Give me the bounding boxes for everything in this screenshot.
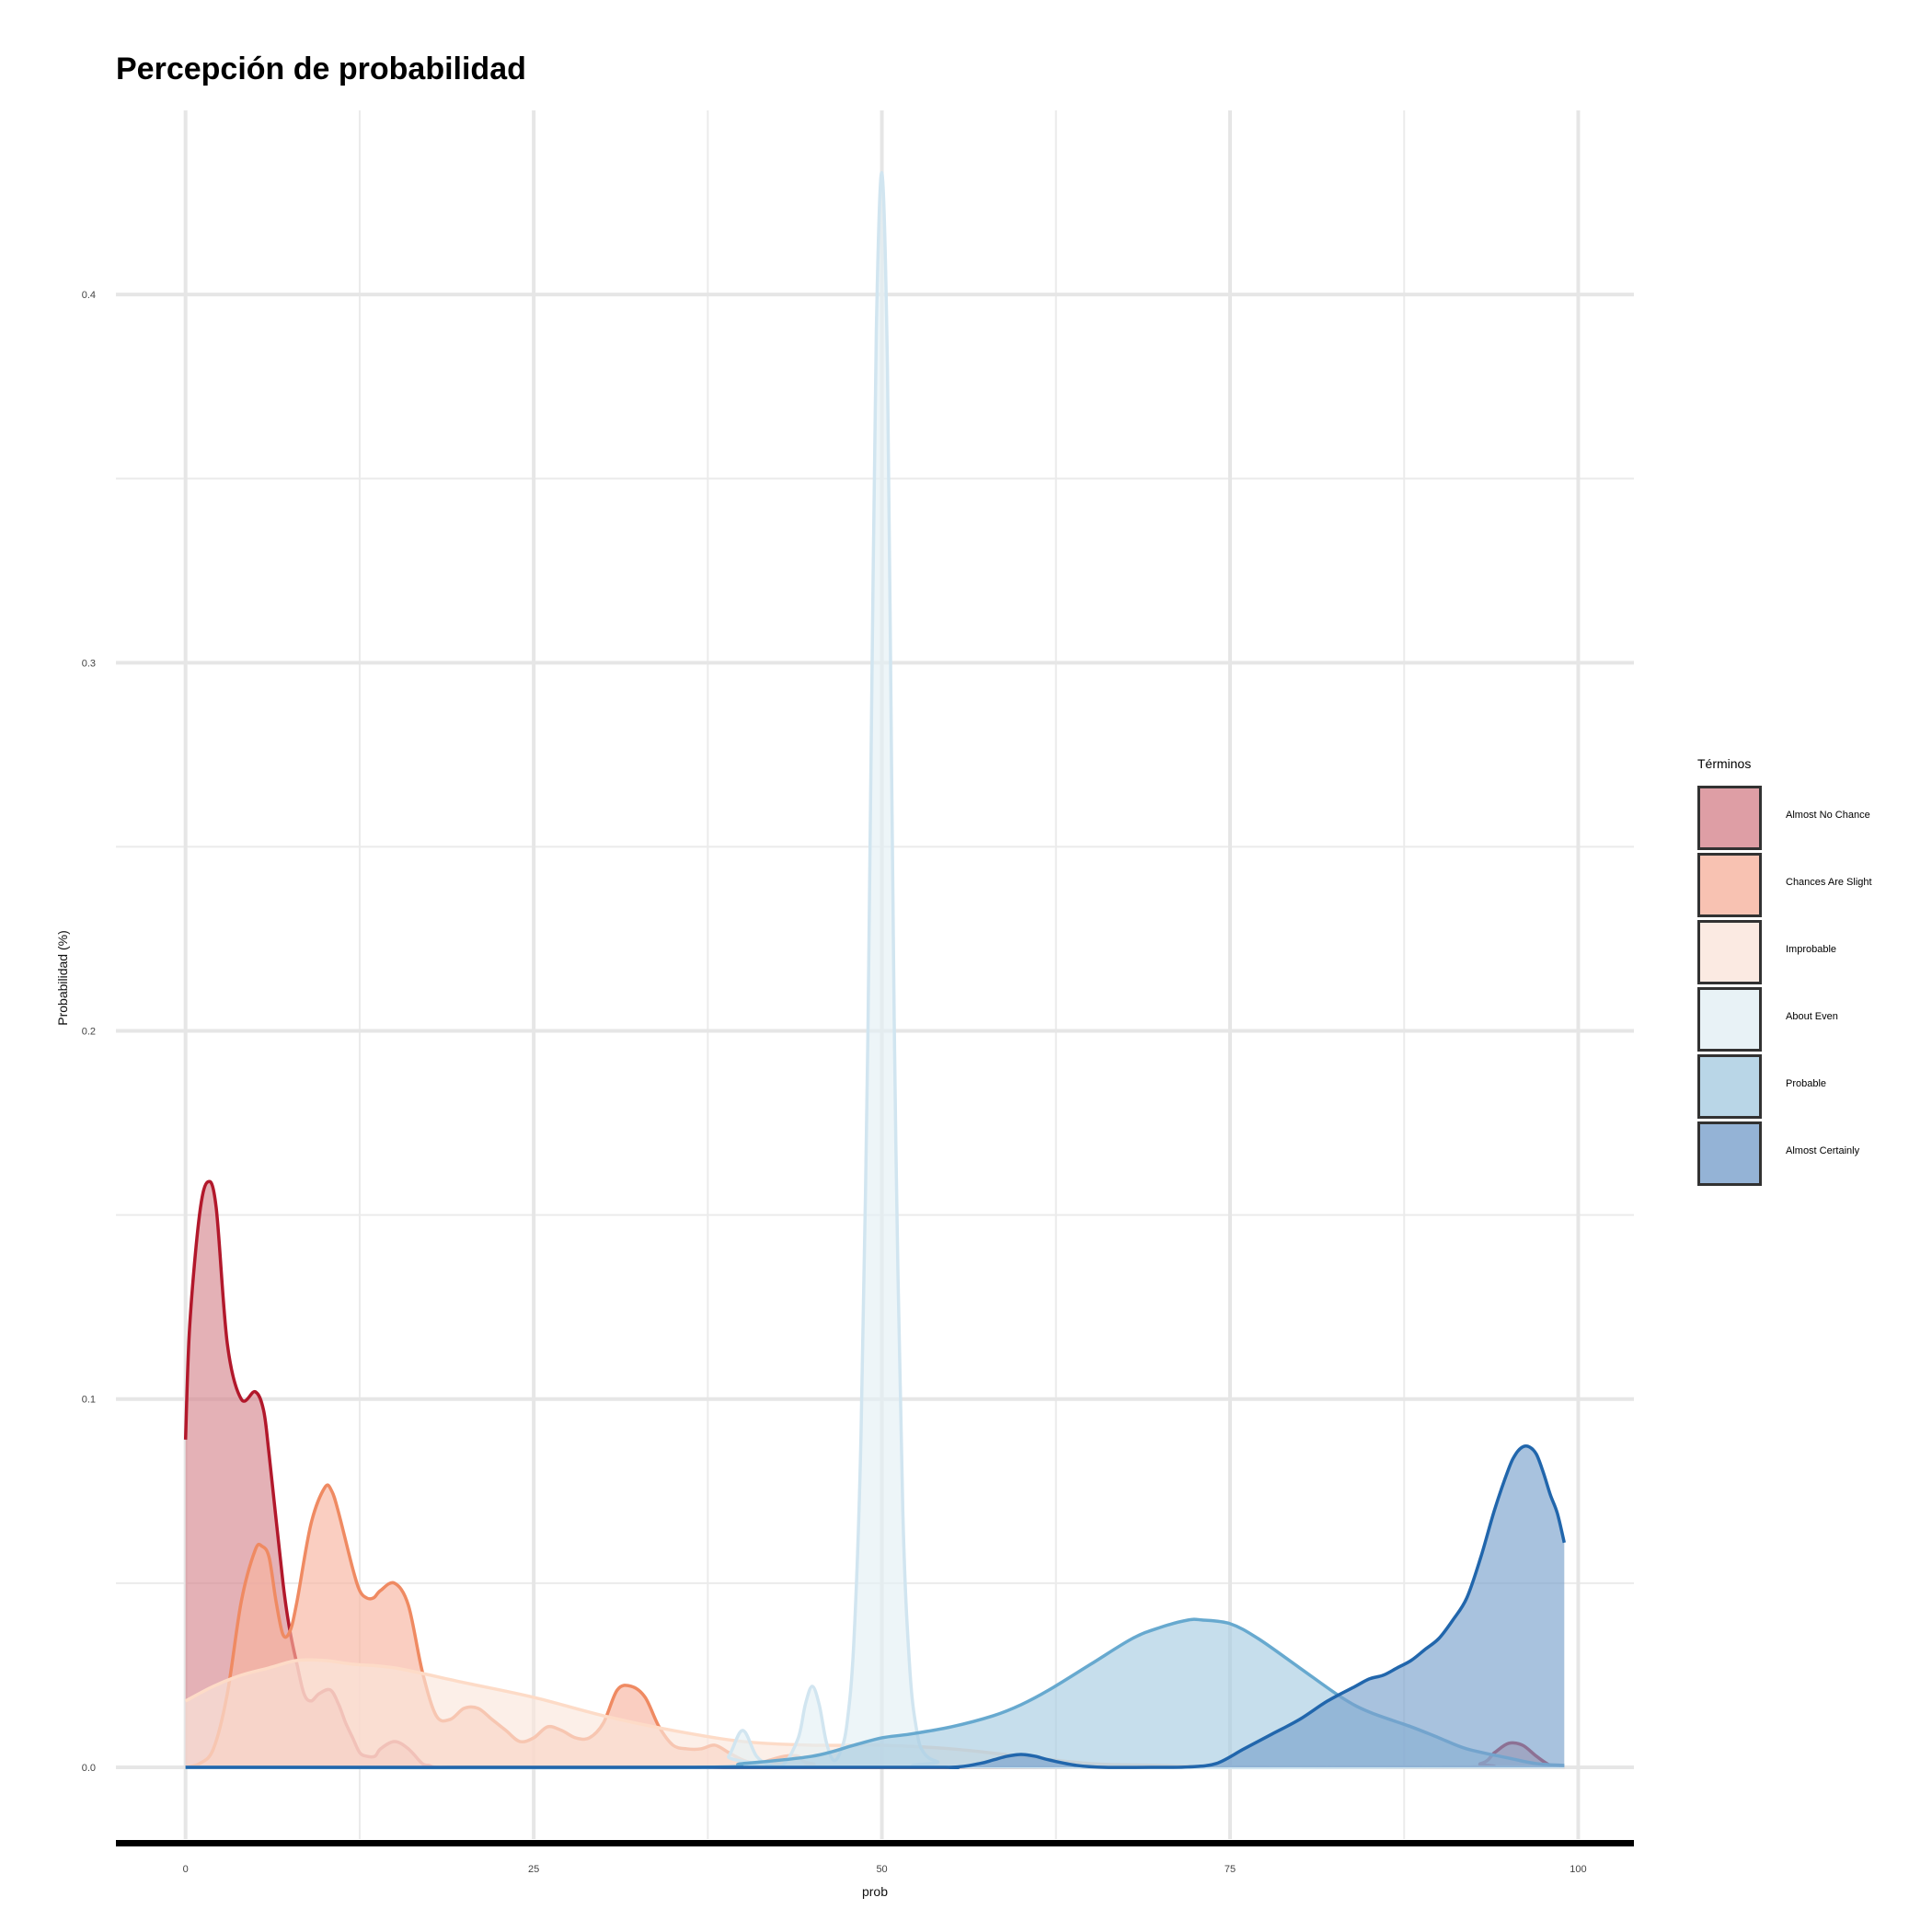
- density-series: [183, 171, 1567, 1770]
- y-axis-title: Probabilidad (%): [55, 930, 70, 1026]
- x-tick-label: 0: [183, 1864, 189, 1875]
- legend-item-improbable: Improbable: [1697, 920, 1836, 987]
- legend-item-almost-certainly: Almost Certainly: [1697, 1121, 1859, 1189]
- legend-label: Almost No Chance: [1786, 810, 1870, 821]
- legend-key-about-even: [1697, 987, 1762, 1052]
- legend-items: Almost No Chance Chances Are Slight Improb…: [1697, 786, 1872, 1189]
- x-tick-label: 75: [1225, 1864, 1236, 1875]
- x-tick-label: 100: [1570, 1864, 1586, 1875]
- y-tick-label: 0.1: [82, 1395, 96, 1406]
- tick-labels: 0 25 50 75 100 0.0 0.1 0.2 0.3 0.4: [82, 290, 1587, 1875]
- y-tick-label: 0.3: [82, 658, 96, 669]
- legend-label: Chances Are Slight: [1786, 877, 1872, 888]
- legend-item-probable: Probable: [1697, 1054, 1826, 1121]
- legend-item-about-even: About Even: [1697, 987, 1838, 1054]
- chart-title: Percepción de probabilidad: [116, 52, 526, 86]
- x-axis-baseline: [116, 1840, 1634, 1846]
- legend-key-chances-are-slight: [1697, 853, 1762, 917]
- legend-key-improbable: [1697, 920, 1762, 984]
- density-area-improbable: [185, 1660, 1565, 1768]
- x-tick-label: 50: [876, 1864, 887, 1875]
- y-tick-label: 0.2: [82, 1027, 96, 1038]
- legend-label: Improbable: [1786, 944, 1837, 955]
- x-axis-title: prob: [862, 1884, 888, 1899]
- density-line-almost-certainly: [185, 1444, 1567, 1770]
- legend-key-almost-certainly: [1697, 1121, 1762, 1186]
- x-tick-label: 25: [528, 1864, 539, 1875]
- density-area-about-even: [185, 172, 1565, 1768]
- density-area-almost-certainly: [185, 1445, 1565, 1768]
- legend-key-almost-no-chance: [1697, 786, 1762, 850]
- y-tick-label: 0.4: [82, 290, 96, 301]
- legend-item-chances-are-slight: Chances Are Slight: [1697, 853, 1872, 920]
- legend-label: About Even: [1786, 1011, 1838, 1022]
- legend-key-probable: [1697, 1054, 1762, 1119]
- density-area-probable: [185, 1619, 1565, 1768]
- legend-label: Almost Certainly: [1786, 1145, 1860, 1156]
- legend: Términos Almost No Chance Chances Are Sli…: [1697, 756, 1872, 1189]
- y-tick-label: 0.0: [82, 1763, 96, 1774]
- legend-label: Probable: [1786, 1078, 1827, 1089]
- legend-title: Términos: [1697, 756, 1752, 771]
- legend-item-almost-no-chance: Almost No Chance: [1697, 786, 1870, 853]
